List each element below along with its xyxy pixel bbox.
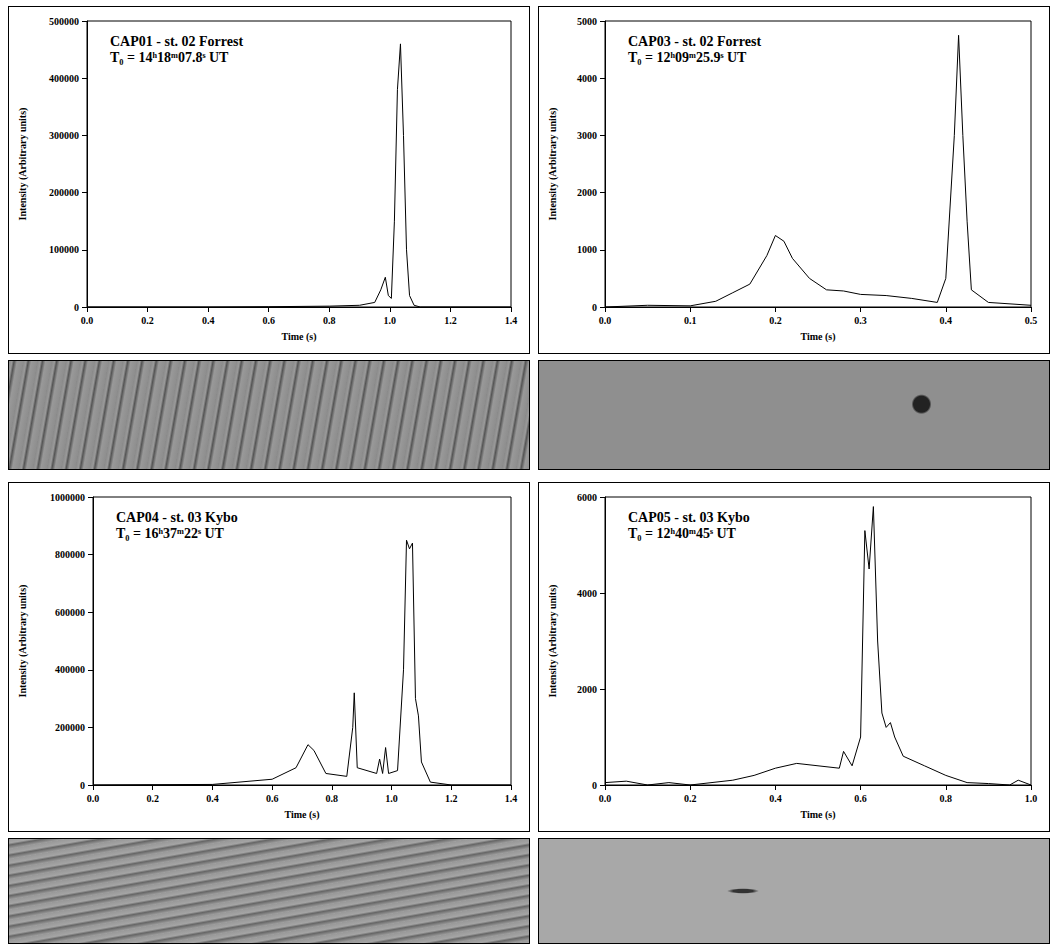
svg-text:0.4: 0.4: [769, 793, 782, 804]
svg-text:CAP05 - st. 03 Kybo: CAP05 - st. 03 Kybo: [628, 510, 750, 525]
svg-text:600000: 600000: [55, 607, 85, 618]
svg-text:0.1: 0.1: [684, 315, 697, 326]
svg-text:6000: 6000: [577, 492, 597, 503]
svg-text:800000: 800000: [55, 549, 85, 560]
svg-text:0.6: 0.6: [266, 793, 279, 804]
svg-text:2000: 2000: [577, 187, 597, 198]
svg-text:5000: 5000: [577, 16, 597, 27]
svg-text:Intensity (Arbitrary units): Intensity (Arbitrary units): [17, 585, 29, 698]
svg-text:Time (s): Time (s): [800, 809, 835, 821]
svg-text:1000000: 1000000: [50, 492, 85, 503]
svg-text:0: 0: [592, 780, 597, 791]
svg-text:100000: 100000: [49, 244, 79, 255]
svg-text:Time (s): Time (s): [281, 331, 316, 343]
svg-text:0.0: 0.0: [81, 315, 94, 326]
svg-text:0.0: 0.0: [87, 793, 100, 804]
svg-text:T₀ = 12ʰ40ᵐ45ˢ UT: T₀ = 12ʰ40ᵐ45ˢ UT: [628, 526, 737, 541]
svg-text:2000: 2000: [577, 684, 597, 695]
svg-text:0.8: 0.8: [940, 793, 953, 804]
svg-text:T₀ = 12ʰ09ᵐ25.9ˢ UT: T₀ = 12ʰ09ᵐ25.9ˢ UT: [628, 50, 747, 65]
svg-text:Intensity (Arbitrary units): Intensity (Arbitrary units): [547, 108, 559, 221]
svg-text:0.2: 0.2: [684, 793, 697, 804]
svg-text:0: 0: [80, 780, 85, 791]
svg-text:400000: 400000: [55, 664, 85, 675]
svg-text:Time (s): Time (s): [800, 331, 835, 343]
svg-text:0.6: 0.6: [262, 315, 275, 326]
svg-text:0.4: 0.4: [206, 793, 219, 804]
svg-text:Intensity (Arbitrary units): Intensity (Arbitrary units): [547, 585, 559, 698]
svg-text:1.2: 1.2: [445, 793, 458, 804]
svg-text:0.3: 0.3: [854, 315, 867, 326]
svg-text:0.2: 0.2: [146, 793, 159, 804]
svg-text:0.4: 0.4: [202, 315, 215, 326]
svg-text:0.8: 0.8: [323, 315, 336, 326]
svg-text:1.4: 1.4: [505, 315, 518, 326]
svg-text:0.4: 0.4: [940, 315, 953, 326]
svg-text:4000: 4000: [577, 588, 597, 599]
svg-text:CAP01 - st. 02 Forrest: CAP01 - st. 02 Forrest: [110, 34, 243, 49]
svg-text:0.5: 0.5: [1025, 315, 1038, 326]
svg-text:Time (s): Time (s): [284, 809, 319, 821]
svg-text:3000: 3000: [577, 130, 597, 141]
svg-text:Intensity (Arbitrary units): Intensity (Arbitrary units): [17, 108, 29, 221]
svg-text:CAP04 - st. 03 Kybo: CAP04 - st. 03 Kybo: [116, 510, 238, 525]
svg-text:1.4: 1.4: [505, 793, 518, 804]
svg-text:4000: 4000: [577, 73, 597, 84]
svg-text:CAP03 - st. 02 Forrest: CAP03 - st. 02 Forrest: [628, 34, 761, 49]
svg-text:1.2: 1.2: [444, 315, 457, 326]
svg-text:0: 0: [592, 302, 597, 313]
svg-text:500000: 500000: [49, 16, 79, 27]
svg-text:200000: 200000: [55, 722, 85, 733]
svg-text:1.0: 1.0: [384, 315, 397, 326]
svg-text:0.0: 0.0: [599, 793, 612, 804]
svg-text:1000: 1000: [577, 244, 597, 255]
svg-text:0.2: 0.2: [769, 315, 782, 326]
svg-text:0.8: 0.8: [326, 793, 339, 804]
svg-text:0: 0: [74, 302, 79, 313]
svg-text:300000: 300000: [49, 130, 79, 141]
svg-text:400000: 400000: [49, 73, 79, 84]
svg-text:1.0: 1.0: [385, 793, 398, 804]
svg-text:T₀ = 16ʰ37ᵐ22ˢ UT: T₀ = 16ʰ37ᵐ22ˢ UT: [116, 526, 225, 541]
svg-text:T₀ = 14ʰ18ᵐ07.8ˢ UT: T₀ = 14ʰ18ᵐ07.8ˢ UT: [110, 50, 229, 65]
svg-text:0.0: 0.0: [599, 315, 612, 326]
svg-text:1.0: 1.0: [1025, 793, 1038, 804]
svg-text:0.6: 0.6: [854, 793, 867, 804]
svg-text:200000: 200000: [49, 187, 79, 198]
svg-text:0.2: 0.2: [141, 315, 154, 326]
